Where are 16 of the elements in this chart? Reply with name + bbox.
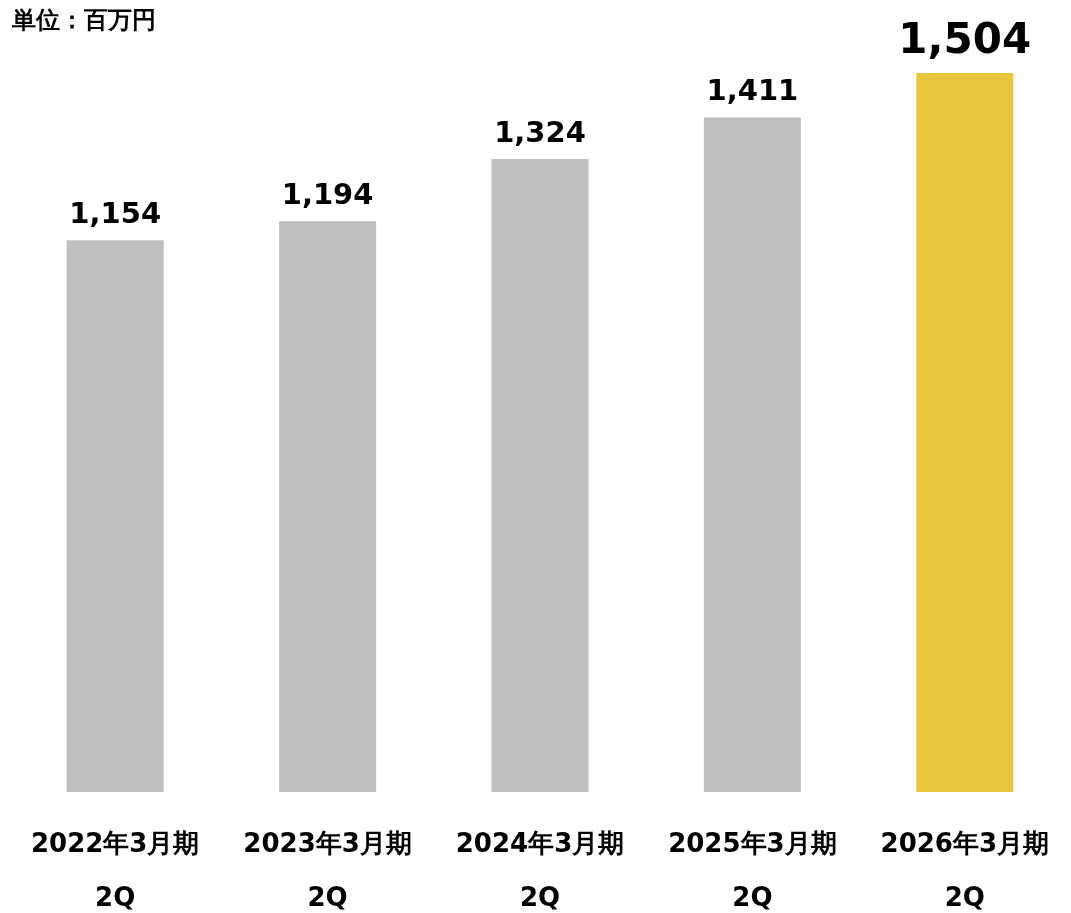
chart-subtitle: 単位：百万円 [11, 6, 156, 34]
data-label: 1,324 [494, 115, 586, 150]
bar [703, 117, 801, 792]
x-tick-label: 2026年3月期 2Q [880, 828, 1050, 912]
bar [66, 240, 164, 792]
bar [916, 73, 1014, 792]
x-tick-label: 2022年3月期 2Q [30, 828, 200, 912]
data-label: 1,504 [898, 14, 1032, 63]
data-label: 1,411 [706, 73, 799, 108]
x-tick-label: 2023年3月期 2Q [243, 828, 412, 912]
bar [491, 159, 589, 792]
data-label: 1,154 [69, 196, 162, 231]
x-tick-label: 2024年3月期 2Q [455, 828, 625, 912]
data-label: 1,194 [281, 177, 374, 212]
bar [279, 221, 377, 792]
x-tick-label: 2025年3月期 2Q [668, 828, 837, 912]
